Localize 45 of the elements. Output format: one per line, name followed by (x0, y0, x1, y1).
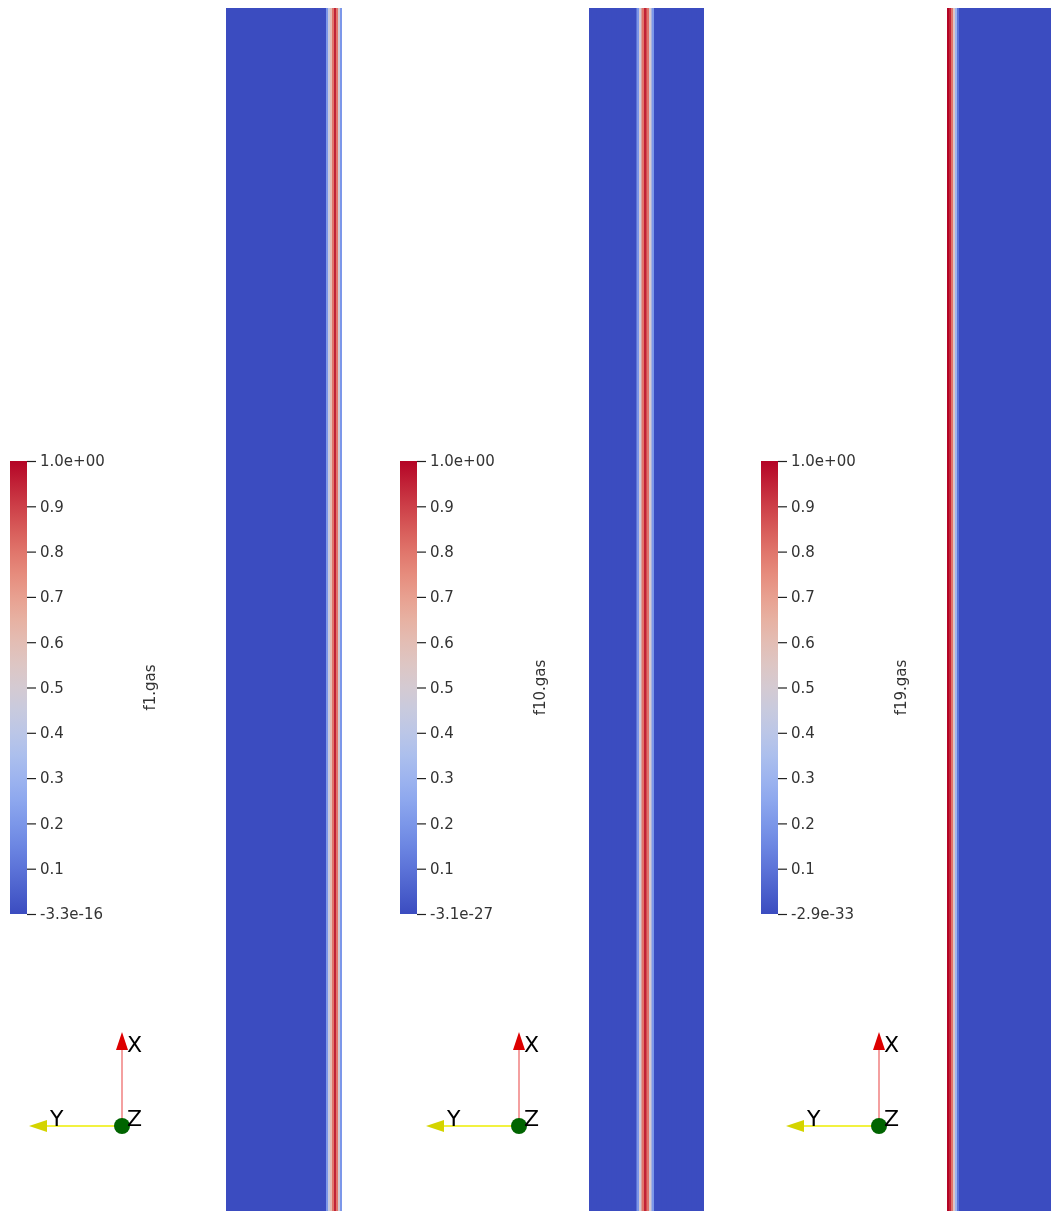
text: X (884, 1032, 900, 1057)
color-bar-label: 0.4 (430, 724, 454, 743)
text: Y (806, 1106, 821, 1131)
color-bar-label: 1.0e+00 (791, 452, 856, 471)
text: Z (884, 1106, 900, 1131)
color-bar-label: 0.6 (40, 633, 64, 652)
color-bar-label: 0.2 (40, 814, 64, 833)
color-bar-title: f1.gas (141, 664, 160, 711)
color-bar-label: 0.9 (40, 497, 64, 516)
color-bar-title: f19.gas (892, 659, 911, 716)
color-bar-label: 0.3 (40, 769, 64, 788)
color-bar-label: 0.9 (430, 497, 454, 516)
color-bar-label: 0.1 (791, 860, 815, 878)
color-bar-label: 0.8 (430, 542, 454, 561)
color-bar-label: 1.0e+00 (430, 452, 495, 471)
text: Z (524, 1106, 540, 1131)
color-bar-label: 0.2 (791, 814, 815, 833)
color-bar-label: 0.3 (430, 769, 454, 788)
color-bar-label: 0.3 (791, 769, 815, 788)
color-bar-label: 0.5 (40, 678, 64, 697)
text: Z (127, 1106, 143, 1131)
color-bar-label: 0.6 (430, 633, 454, 652)
color-bar-label: 0.7 (40, 588, 64, 607)
text: X (127, 1032, 143, 1057)
color-bar-label: -3.3e-16 (40, 905, 103, 924)
color-bar-label: 0.1 (40, 860, 64, 878)
color-bar-label: -3.1e-27 (430, 905, 493, 924)
text: X (524, 1032, 540, 1057)
color-bar-label: 0.9 (791, 497, 815, 516)
text: Y (49, 1106, 64, 1131)
color-bar-label: 0.2 (430, 814, 454, 833)
color-bar-label: 0.7 (791, 588, 815, 607)
color-bar-label: -2.9e-33 (791, 905, 854, 924)
color-bar-label: 0.8 (40, 542, 64, 561)
color-bar-title: f10.gas (531, 659, 550, 716)
color-bar-label: 0.7 (430, 588, 454, 607)
color-bar-label: 0.6 (791, 633, 815, 652)
color-bar-label: 0.1 (430, 860, 454, 878)
color-bar-label: 0.5 (791, 678, 815, 697)
text: Y (446, 1106, 461, 1131)
color-bar-label: 0.5 (430, 678, 454, 697)
color-bar-label: 0.4 (40, 724, 64, 743)
color-bar-label: 0.8 (791, 542, 815, 561)
color-bar-label: 1.0e+00 (40, 452, 105, 471)
color-bar-label: 0.4 (791, 724, 815, 743)
